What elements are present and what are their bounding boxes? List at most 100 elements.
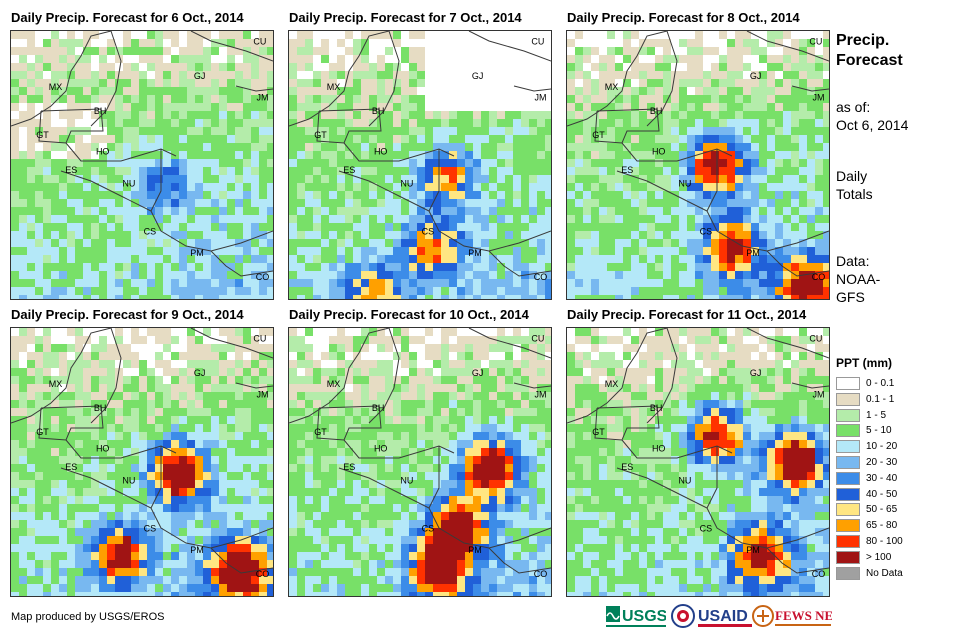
country-label: HO (96, 146, 110, 156)
country-label: JM (535, 93, 547, 103)
country-label: PM (746, 248, 760, 258)
country-label: BH (94, 403, 107, 413)
usgs-logo: USGS (606, 602, 666, 632)
legend-swatch (836, 519, 860, 532)
country-label: GT (592, 427, 605, 437)
country-label: NU (400, 178, 413, 188)
country-label: ES (65, 462, 77, 472)
country-label: MX (49, 82, 63, 92)
country-label: PM (190, 545, 204, 555)
country-label: HO (374, 443, 388, 453)
country-label: CS (422, 227, 435, 237)
country-label: GT (36, 130, 49, 140)
sidebar-asof-date: Oct 6, 2014 (836, 116, 908, 134)
country-label: ES (65, 165, 77, 175)
country-label: CO (256, 272, 270, 282)
credit-text: Map produced by USGS/EROS (11, 611, 164, 623)
country-label: NU (122, 178, 135, 188)
country-label: GJ (750, 368, 762, 378)
legend-label: 0.1 - 1 (866, 393, 894, 406)
sidebar-daily-line2: Totals (836, 185, 873, 203)
legend-label: 10 - 20 (866, 440, 897, 453)
country-label: CU (809, 333, 822, 343)
legend-swatch (836, 488, 860, 501)
country-label: PM (746, 545, 760, 555)
country-label: BH (94, 106, 107, 116)
country-label: PM (190, 248, 204, 258)
country-label: ES (621, 165, 633, 175)
legend-swatch (836, 393, 860, 406)
legend-swatch (836, 551, 860, 564)
country-label: CU (253, 333, 266, 343)
country-label: NU (678, 178, 691, 188)
legend-label: 30 - 40 (866, 472, 897, 485)
country-label: CU (809, 36, 822, 46)
country-label: CU (531, 36, 544, 46)
country-label: BH (372, 106, 385, 116)
country-label: ES (621, 462, 633, 472)
country-label: ES (343, 462, 355, 472)
legend-swatch (836, 535, 860, 548)
fewsnet-logo-text: FEWS NET (775, 608, 832, 623)
legend-swatch (836, 503, 860, 516)
legend-label: 65 - 80 (866, 519, 897, 532)
sidebar-asof-label: as of: (836, 98, 908, 116)
country-label: JM (813, 390, 825, 400)
country-label: CS (144, 227, 157, 237)
country-label: BH (650, 106, 663, 116)
panel-title-5: Daily Precip. Forecast for 10 Oct., 2014 (289, 307, 529, 322)
legend-swatch (836, 377, 860, 390)
country-label: CS (422, 524, 435, 534)
logo-strip: USGS USAID FEWS NET (606, 602, 832, 632)
country-label: GT (314, 427, 327, 437)
country-label: MX (327, 379, 341, 389)
sidebar-daily: Daily Totals (836, 167, 873, 203)
sidebar-asof: as of: Oct 6, 2014 (836, 98, 908, 134)
country-label: MX (605, 379, 619, 389)
country-label: GJ (750, 71, 762, 81)
country-label: BH (650, 403, 663, 413)
country-label: GT (314, 130, 327, 140)
country-label: PM (468, 248, 482, 258)
legend-swatch (836, 567, 860, 580)
legend-label: 40 - 50 (866, 488, 897, 501)
country-label: JM (257, 390, 269, 400)
country-label: JM (813, 93, 825, 103)
country-label: GJ (472, 71, 484, 81)
usaid-logo-text: USAID (698, 608, 748, 625)
sidebar-data-line3: GFS (836, 288, 880, 306)
country-label: CO (812, 272, 826, 282)
legend-label: > 100 (866, 551, 891, 564)
legend-title: PPT (mm) (836, 356, 892, 370)
usgs-logo-text: USGS (622, 608, 666, 625)
legend-label: 1 - 5 (866, 409, 886, 422)
legend-label: 50 - 65 (866, 503, 897, 516)
fewsnet-logo: FEWS NET (752, 602, 832, 632)
panel-title-3: Daily Precip. Forecast for 8 Oct., 2014 (567, 10, 800, 25)
legend-swatch (836, 472, 860, 485)
country-label: PM (468, 545, 482, 555)
sidebar-data-line2: NOAA- (836, 270, 880, 288)
country-label: GJ (472, 368, 484, 378)
country-label: GJ (194, 71, 206, 81)
country-label: GT (592, 130, 605, 140)
sidebar-title: Precip. Forecast (836, 31, 903, 71)
legend-label: 20 - 30 (866, 456, 897, 469)
country-label: CO (534, 272, 548, 282)
legend-swatch (836, 440, 860, 453)
country-label: HO (652, 146, 666, 156)
sidebar-daily-line1: Daily (836, 167, 873, 185)
country-label: MX (49, 379, 63, 389)
country-label: CS (700, 524, 713, 534)
country-label: MX (327, 82, 341, 92)
legend-swatch (836, 424, 860, 437)
panel-title-4: Daily Precip. Forecast for 9 Oct., 2014 (11, 307, 244, 322)
country-label: CO (256, 569, 270, 579)
country-label: HO (652, 443, 666, 453)
sidebar-title-line2: Forecast (836, 51, 903, 71)
country-label: HO (96, 443, 110, 453)
legend-label: 0 - 0.1 (866, 377, 894, 390)
